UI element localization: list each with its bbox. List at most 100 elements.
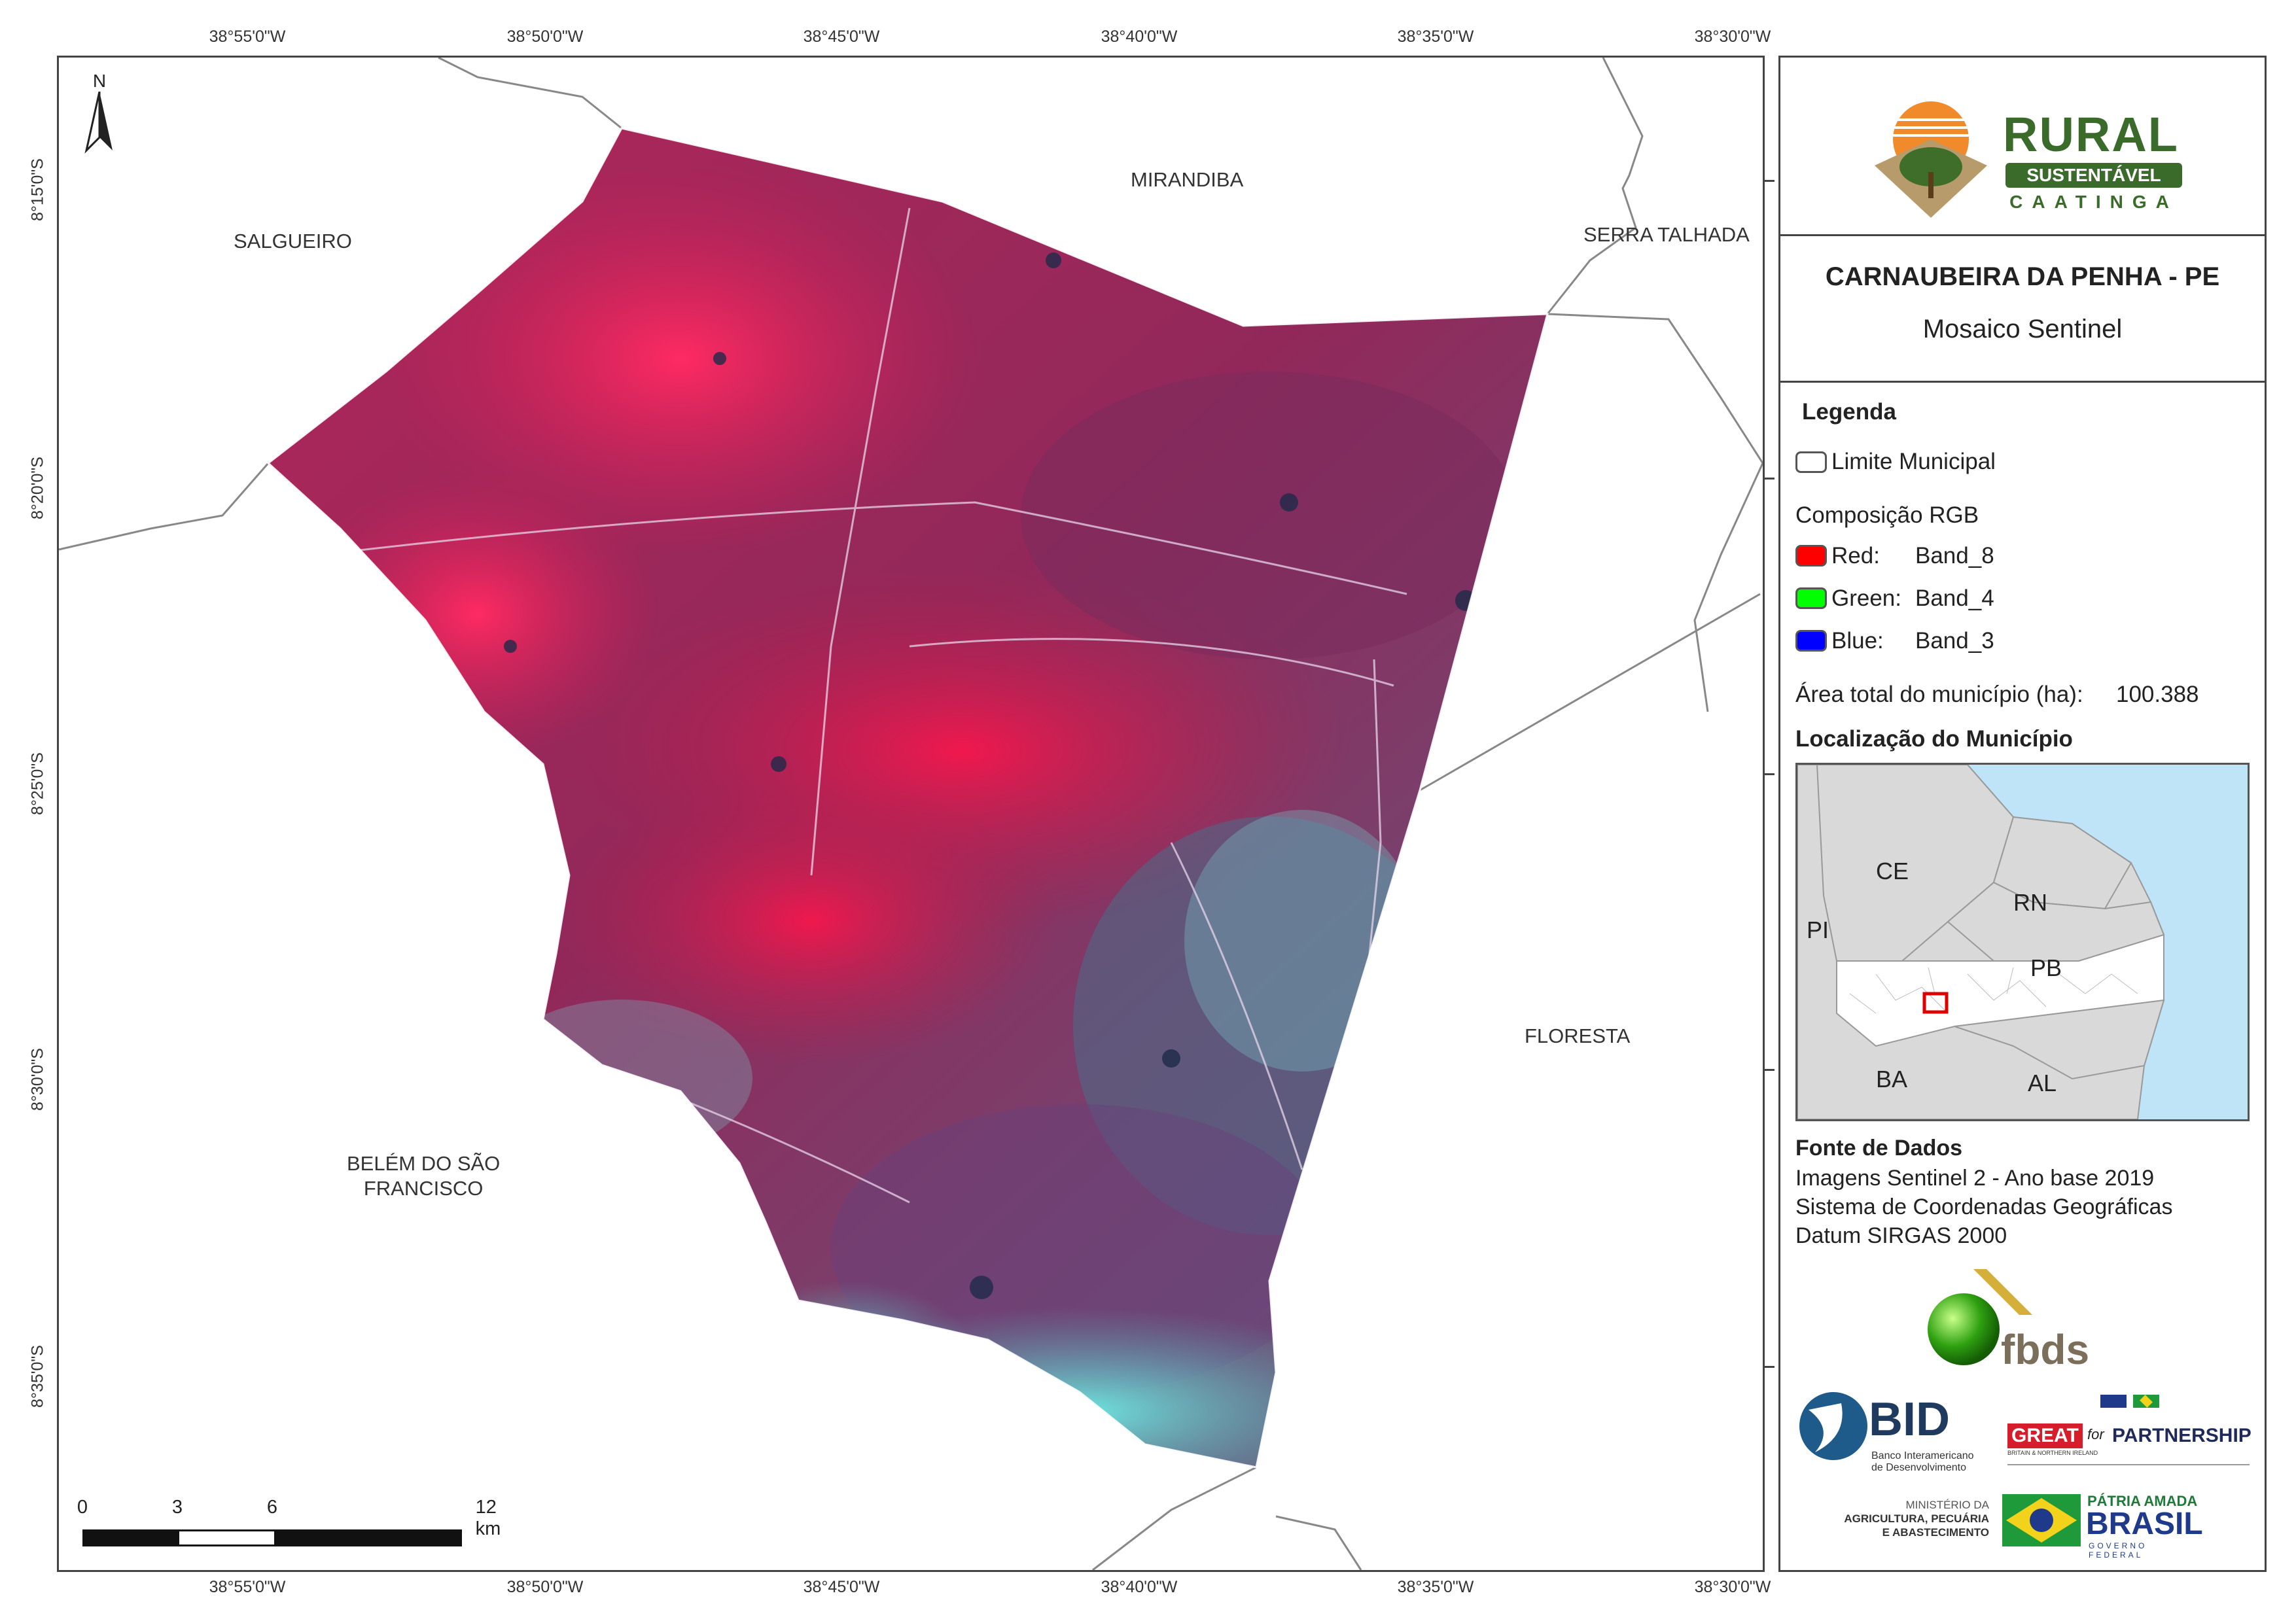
neighbor-label-line: BELÉM DO SÃO (347, 1152, 501, 1175)
tick-mark (1765, 478, 1775, 480)
tick-mark (1765, 180, 1775, 182)
legend-red-label: Red: (1831, 543, 1880, 568)
logo-caatinga-text: CAATINGA (2009, 192, 2178, 212)
bid-text: BID (1869, 1393, 1950, 1446)
longitude-label-bottom: 38°30'0"W (1694, 1578, 1771, 1596)
latitude-label: 8°25'0"S (28, 752, 47, 815)
tick-mark (1765, 1069, 1775, 1071)
latitude-label: 8°30'0"S (28, 1048, 47, 1111)
green-band-swatch (1795, 587, 1827, 609)
ministerio-logo: MINISTÉRIO DA AGRICULTURA, PECUÁRIA E AB… (1832, 1498, 1989, 1550)
neighbor-label-floresta: FLORESTA (1525, 1024, 1631, 1047)
patria-text: PÁTRIA AMADA (2087, 1493, 2198, 1509)
longitude-label-top: 38°40'0"W (1101, 27, 1178, 46)
legend-blue-band: Band_3 (1915, 628, 1994, 654)
longitude-label-bottom: 38°50'0"W (506, 1578, 584, 1596)
inset-map-svg (1797, 765, 2248, 1119)
brasil-text: BRASIL (2086, 1507, 2203, 1541)
longitude-label-bottom: 38°35'0"W (1397, 1578, 1474, 1596)
neighbor-label-salgueiro: SALGUEIRO (234, 230, 352, 253)
boundary-swatch (1795, 451, 1827, 473)
scale-bar-track (82, 1529, 462, 1546)
sources-heading: Fonte de Dados (1795, 1136, 1963, 1161)
legend-green-band: Band_4 (1915, 585, 1994, 611)
state-label-pi: PI (1807, 916, 1829, 943)
scale-label: 6 (266, 1497, 278, 1518)
legend-blue-label: Blue: (1831, 628, 1884, 654)
longitude-label-top: 38°55'0"W (209, 27, 286, 46)
satellite-mosaic (59, 58, 1763, 1570)
longitude-label-bottom: 38°55'0"W (209, 1578, 286, 1596)
state-label-ce: CE (1876, 858, 1909, 884)
legend-heading: Legenda (1802, 399, 1896, 425)
scale-bar-segment (179, 1531, 274, 1544)
tick-mark (1765, 1366, 1775, 1368)
state-label-pb: PB (2030, 954, 2062, 981)
area-label: Área total do município (ha): (1795, 682, 2083, 707)
legend-green-label: Green: (1831, 585, 1901, 611)
ministerio-text: E ABASTECIMENTO (1882, 1526, 1989, 1539)
panel-divider (1780, 381, 2265, 383)
legend-rgb-heading: Composição RGB (1795, 502, 1979, 528)
tick-mark (1765, 773, 1775, 775)
ministerio-text: MINISTÉRIO DA (1905, 1499, 1989, 1511)
north-arrow-label: N (92, 71, 107, 91)
longitude-label-top: 38°30'0"W (1694, 27, 1771, 46)
legend-boundary-label: Limite Municipal (1831, 449, 1996, 474)
great-subtitle: BRITAIN & NORTHERN IRELAND (2007, 1450, 2098, 1456)
map-frame[interactable]: SALGUEIRO MIRANDIBA SERRA TALHADA FLORES… (57, 56, 1765, 1572)
patria-amada-brasil-logo: PÁTRIA AMADA BRASIL GOVERNO FEDERAL (2002, 1492, 2203, 1560)
area-value: 100.388 (2116, 682, 2199, 707)
state-label-al: AL (2028, 1070, 2057, 1096)
logo-divider (2007, 1464, 2250, 1465)
great-text: GREAT (2007, 1423, 2083, 1448)
scale-bar: 0 3 6 12 km (77, 1497, 501, 1556)
longitude-label-bottom: 38°40'0"W (1101, 1578, 1178, 1596)
bid-emblem-icon (1799, 1392, 1867, 1460)
great-partnership-text: PARTNERSHIP (2112, 1425, 2252, 1446)
sources-line: Sistema de Coordenadas Geográficas (1795, 1195, 2173, 1219)
north-arrow-icon (84, 92, 113, 154)
neighbor-label-line: FRANCISCO (363, 1177, 484, 1200)
municipality-highlight (1922, 992, 1949, 1014)
latitude-label: 8°20'0"S (28, 457, 47, 519)
map-subtitle: Mosaico Sentinel (1922, 315, 2123, 343)
longitude-label-top: 38°45'0"W (803, 27, 880, 46)
fbds-logo: fbds (1928, 1269, 2091, 1374)
scale-label: 0 (77, 1497, 88, 1518)
neighbor-label-mirandiba: MIRANDIBA (1131, 168, 1244, 191)
fbds-text: fbds (2001, 1326, 2090, 1373)
bid-logo: BID Banco Interamericano de Desenvolvime… (1795, 1390, 1992, 1475)
governo-text: GOVERNO FEDERAL (2089, 1541, 2147, 1560)
scale-label: 12 km (475, 1497, 501, 1539)
ministerio-text: AGRICULTURA, PECUÁRIA (1844, 1512, 1989, 1525)
legend-red-band: Band_8 (1915, 543, 1994, 568)
map-title: CARNAUBEIRA DA PENHA - PE (1825, 262, 2220, 291)
location-inset-map[interactable]: CE RN PI PB BA AL (1795, 763, 2250, 1121)
sources-line: Datum SIRGAS 2000 (1795, 1223, 2007, 1248)
flags-icon (2100, 1393, 2166, 1409)
state-label-ba: BA (1876, 1066, 1908, 1092)
bid-subtitle: Banco Interamericano (1871, 1450, 1974, 1461)
bid-subtitle: de Desenvolvimento (1871, 1462, 1966, 1473)
latitude-label: 8°15'0"S (28, 158, 47, 221)
north-arrow: N (80, 71, 119, 156)
neighbor-label-belem-do-sao-francisco: BELÉM DO SÃO FRANCISCO (347, 1151, 500, 1201)
fbds-globe-icon (1928, 1269, 2032, 1365)
neighbor-label-serra-talhada: SERRA TALHADA (1583, 223, 1750, 246)
red-band-swatch (1795, 545, 1827, 567)
scale-label: 3 (171, 1497, 183, 1518)
great-partnership-logo: GREAT for PARTNERSHIP BRITAIN & NORTHERN… (2002, 1393, 2252, 1472)
blue-band-swatch (1795, 630, 1827, 652)
logo-rural-text: RURAL (2003, 107, 2179, 162)
longitude-label-bottom: 38°45'0"W (803, 1578, 880, 1596)
sources-line: Imagens Sentinel 2 - Ano base 2019 (1795, 1166, 2155, 1191)
longitude-label-top: 38°50'0"W (506, 27, 584, 46)
caatinga-tree-icon (1875, 101, 1987, 218)
panel-divider (1780, 234, 2265, 236)
location-heading: Localização do Município (1795, 726, 2073, 752)
great-for-text: for (2087, 1426, 2104, 1442)
rural-sustentavel-logo: RURAL SUSTENTÁVEL CAATINGA (1865, 94, 2193, 224)
brasil-flag-icon (2002, 1494, 2081, 1546)
state-label-rn: RN (2013, 889, 2047, 916)
